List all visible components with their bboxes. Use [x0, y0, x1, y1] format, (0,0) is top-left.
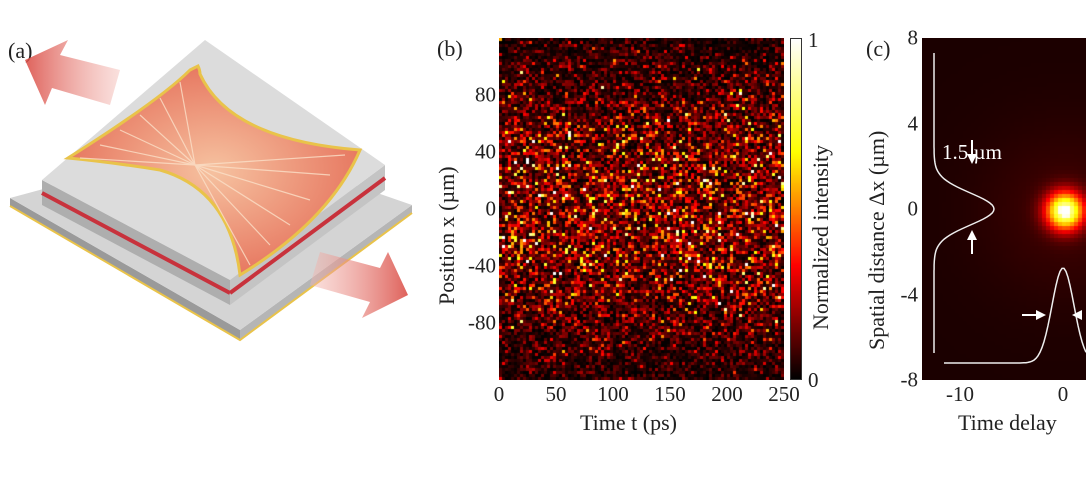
fwhm-arrows: [967, 140, 1082, 320]
fwhm-annotation: 1.5 µm: [942, 140, 1002, 164]
c-y-tick: 8: [907, 25, 919, 50]
b-x-tick: 250: [768, 382, 800, 406]
temporal-profile-curve: [944, 267, 1086, 364]
b-y-tick: -80: [468, 310, 496, 335]
b-y-tick: 80: [475, 82, 496, 107]
b-x-tick: 100: [597, 382, 629, 406]
spatial-profile-curve: [933, 53, 995, 353]
b-x-tick: 50: [545, 382, 567, 406]
fan-grating: [63, 63, 363, 278]
c-y-tick: -4: [900, 282, 919, 306]
panel-c-label: (c): [866, 36, 891, 61]
b-x-tick: 0: [493, 382, 505, 406]
b-y-tick: 0: [485, 196, 497, 221]
strain-arrow-right: [310, 252, 408, 318]
c-x-tick: 0: [1057, 382, 1069, 406]
b-x-tick: 200: [711, 382, 743, 406]
b-y-tick: -40: [468, 253, 496, 278]
c-x-axis-label: Time delay: [958, 410, 1057, 435]
c-x-tick: -10: [946, 382, 974, 406]
c-y-axis-label: Spatial distance Δx (µm): [864, 130, 889, 350]
correlation-heatmap: [922, 38, 1086, 380]
b-x-tick: 150: [654, 382, 686, 406]
b-x-axis-label: Time t (ps): [580, 410, 677, 435]
b-y-axis-label: Position x (µm): [434, 166, 459, 305]
device-illustration: [9, 40, 413, 342]
strain-arrow-left: [25, 40, 120, 105]
b-y-tick: 40: [475, 139, 496, 164]
speckle-heatmap: [499, 38, 784, 380]
panel-b-label: (b): [437, 36, 463, 61]
colorbar: [790, 38, 802, 380]
profile-curves: [933, 53, 1086, 364]
c-y-tick: 0: [907, 196, 919, 221]
c-y-tick: 4: [907, 111, 919, 135]
colorbar-max: 1: [808, 28, 819, 52]
c-y-tick: -8: [900, 367, 919, 392]
colorbar-min: 0: [808, 368, 819, 392]
colorbar-label: Normalized intensity: [808, 144, 833, 330]
